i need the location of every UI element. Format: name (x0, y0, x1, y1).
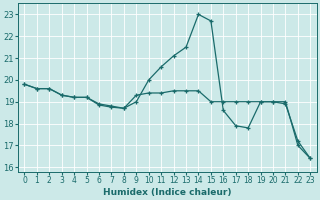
X-axis label: Humidex (Indice chaleur): Humidex (Indice chaleur) (103, 188, 232, 197)
